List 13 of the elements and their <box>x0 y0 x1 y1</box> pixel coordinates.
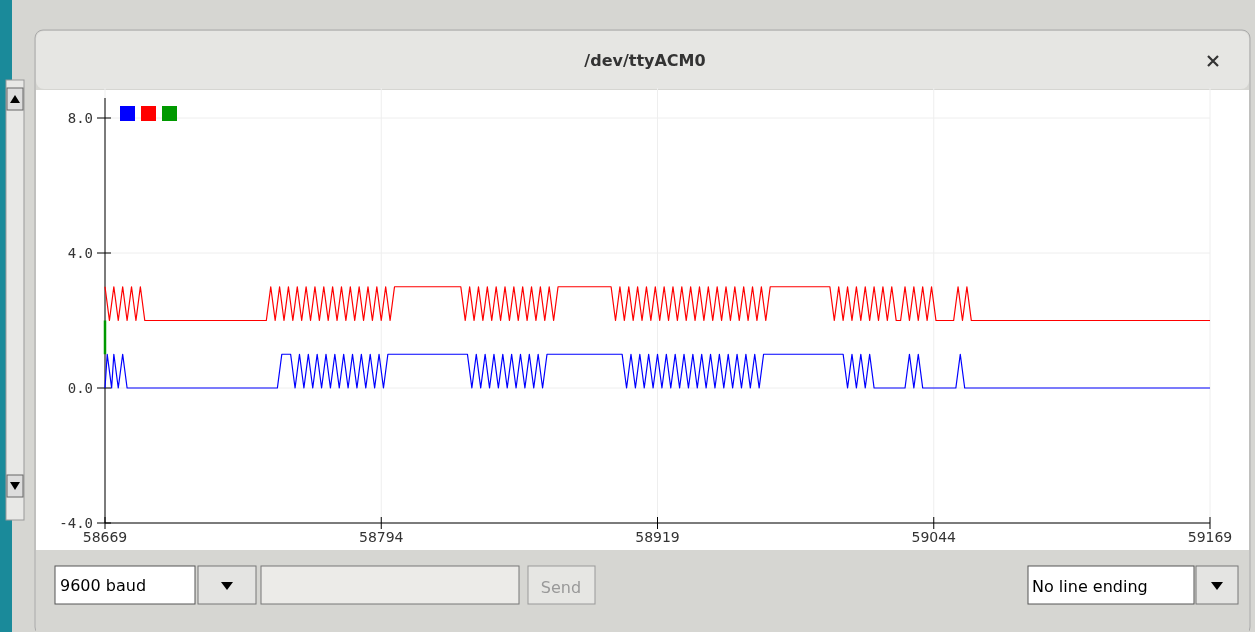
x-tick-label: 58919 <box>635 529 680 545</box>
x-tick-label: 59044 <box>911 529 957 545</box>
x-tick-label: 59169 <box>1187 529 1233 545</box>
x-tick-label: 58794 <box>358 529 404 545</box>
text: Send <box>540 578 582 597</box>
x-tick-label: 58669 <box>82 529 128 545</box>
y-tick-label: 0.0 <box>67 380 93 396</box>
y-tick-label: 4.0 <box>67 245 93 261</box>
y-tick-label: -4.0 <box>59 515 93 531</box>
chart-title: /dev/ttyACM0 <box>584 51 706 70</box>
text: No line ending <box>1032 577 1148 596</box>
text: 9600 baud <box>60 576 147 595</box>
y-tick-label: 8.0 <box>67 110 93 126</box>
